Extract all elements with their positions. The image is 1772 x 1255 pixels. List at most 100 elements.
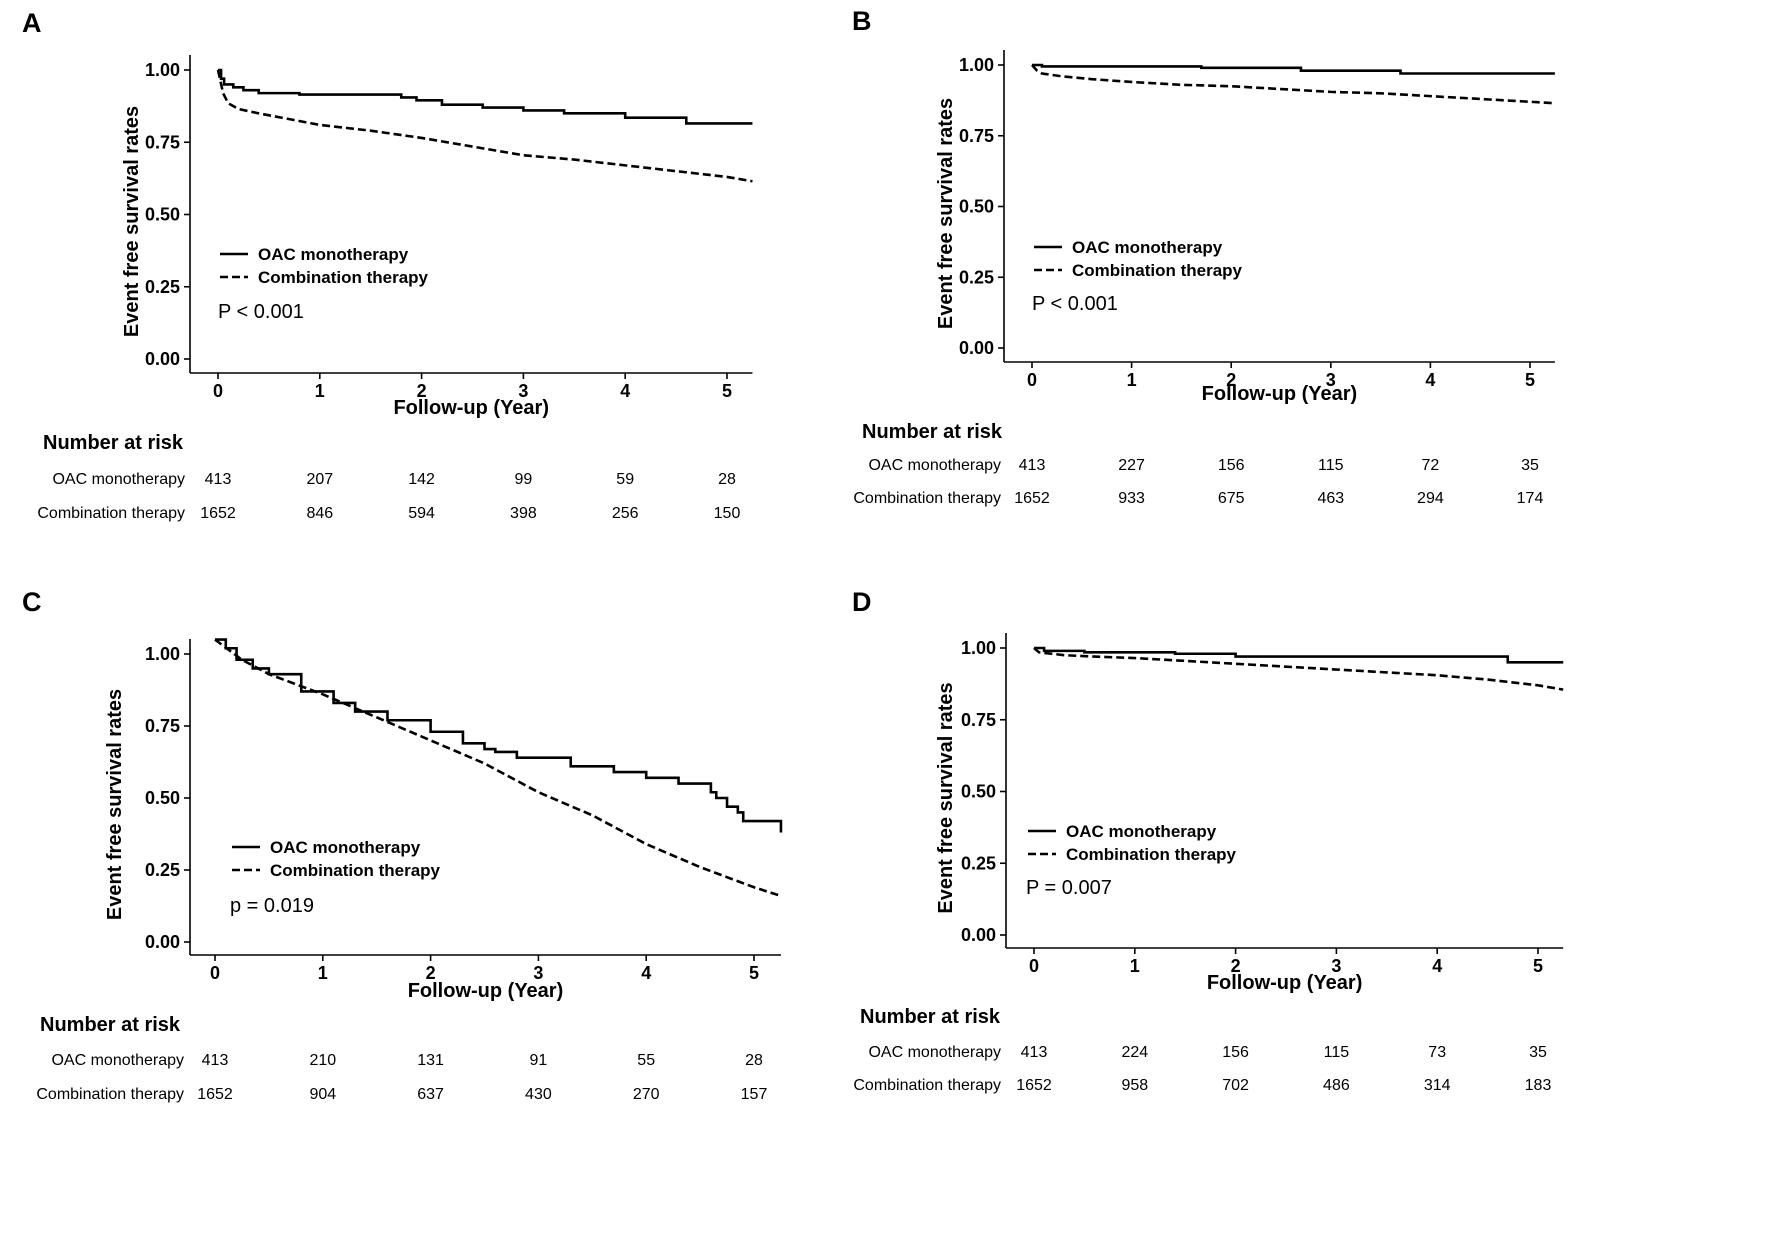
legend-label: OAC monotherapy [1072,238,1223,257]
x-axis-label: Follow-up (Year) [408,980,564,1002]
curve-oac-monotherapy [215,638,783,833]
risk-value: 91 [530,1052,548,1069]
x-tick-label: 1 [318,963,328,983]
risk-value: 270 [633,1086,660,1103]
risk-value: 59 [616,471,634,488]
y-tick-label: 0.25 [145,860,180,880]
p-value: P = 0.007 [1026,877,1112,899]
risk-value: 413 [202,1052,229,1069]
y-tick-label: 0.75 [145,716,180,736]
x-tick-label: 4 [1425,370,1435,390]
y-tick-label: 0.50 [145,205,180,225]
y-tick-label: 0.25 [145,277,180,297]
risk-value: 1652 [1014,490,1050,507]
x-tick-label: 1 [1130,956,1140,976]
y-tick-label: 1.00 [145,60,180,80]
y-tick-label: 0.00 [961,925,996,945]
y-axis-label: Event free survival rates [935,98,957,329]
y-axis-label: Event free survival rates [935,682,957,913]
risk-value: 207 [306,471,333,488]
y-tick-label: 0.50 [959,197,994,217]
legend-label: Combination therapy [258,268,429,287]
risk-row-label: OAC monotherapy [51,1052,184,1069]
panel-c: C 0.00 0.25 0.50 0.75 1.00 0 1 2 3 4 5 Event free su… [22,587,783,1103]
x-tick-label: 0 [210,963,220,983]
x-tick-label: 4 [1432,956,1442,976]
x-tick-label: 3 [1331,956,1341,976]
risk-value: 73 [1428,1044,1446,1061]
risk-value: 463 [1317,490,1344,507]
x-tick-label: 1 [1127,370,1137,390]
y-tick-label: 0.50 [145,788,180,808]
risk-value: 1652 [1016,1077,1052,1094]
risk-value: 210 [309,1052,336,1069]
legend-label: Combination therapy [270,861,441,880]
x-tick-label: 4 [641,963,651,983]
risk-row-label: OAC monotherapy [52,471,185,488]
curve-combination-therapy [216,69,753,183]
risk-value: 413 [1021,1044,1048,1061]
x-tick-label: 3 [533,963,543,983]
x-tick-label: 0 [1029,956,1039,976]
risk-value: 413 [1019,457,1046,474]
risk-row-label: Combination therapy [853,490,1001,507]
risk-table-title: Number at risk [862,421,1003,443]
risk-value: 1652 [200,505,236,522]
risk-value: 846 [306,505,333,522]
x-tick-label: 4 [620,381,630,401]
curve-oac-monotherapy [1034,646,1564,664]
risk-value: 675 [1218,490,1245,507]
risk-value: 398 [510,505,537,522]
y-tick-label: 0.00 [145,932,180,952]
x-tick-label: 0 [213,381,223,401]
x-tick-label: 5 [722,381,732,401]
panel-letter: A [22,8,42,38]
risk-value: 55 [637,1052,655,1069]
y-axis-label: Event free survival rates [104,689,126,920]
p-value: P < 0.001 [218,301,304,323]
risk-table-title: Number at risk [40,1014,181,1036]
y-tick-label: 0.75 [959,126,994,146]
panel-letter: C [22,587,42,617]
p-value: p = 0.019 [230,895,314,917]
legend-label: OAC monotherapy [270,838,421,857]
x-tick-label: 5 [1533,956,1543,976]
x-axis-label: Follow-up (Year) [1202,383,1358,405]
panel-a: A 0.00 0.25 0.50 0.75 1.00 0 1 2 3 4 5 Event free su… [22,8,753,522]
risk-value: 35 [1529,1044,1547,1061]
risk-value: 1652 [197,1086,233,1103]
risk-value: 486 [1323,1077,1350,1094]
panel-letter: D [852,587,872,617]
risk-value: 637 [417,1086,444,1103]
y-tick-label: 1.00 [959,55,994,75]
x-tick-label: 0 [1027,370,1037,390]
risk-value: 430 [525,1086,552,1103]
risk-table-title: Number at risk [860,1006,1001,1028]
panel-letter: B [852,6,872,36]
risk-value: 594 [408,505,435,522]
y-tick-label: 0.75 [961,710,996,730]
risk-value: 115 [1318,457,1344,474]
legend-label: OAC monotherapy [258,245,409,264]
x-tick-label: 1 [315,381,325,401]
risk-value: 294 [1417,490,1444,507]
risk-value: 227 [1118,457,1145,474]
curve-combination-therapy [214,638,782,898]
risk-value: 28 [718,471,736,488]
risk-value: 314 [1424,1077,1451,1094]
risk-value: 933 [1118,490,1145,507]
x-tick-label: 2 [417,381,427,401]
risk-value: 904 [309,1086,336,1103]
risk-row-label: OAC monotherapy [868,1044,1001,1061]
x-tick-label: 5 [1525,370,1535,390]
y-tick-label: 1.00 [961,638,996,658]
curve-oac-monotherapy [1032,63,1555,75]
risk-value: 150 [714,505,741,522]
x-tick-label: 3 [518,381,528,401]
legend-label: Combination therapy [1066,845,1237,864]
risk-row-label: Combination therapy [36,1086,184,1103]
risk-value: 224 [1121,1044,1148,1061]
risk-value: 35 [1521,457,1539,474]
x-tick-label: 5 [749,963,759,983]
